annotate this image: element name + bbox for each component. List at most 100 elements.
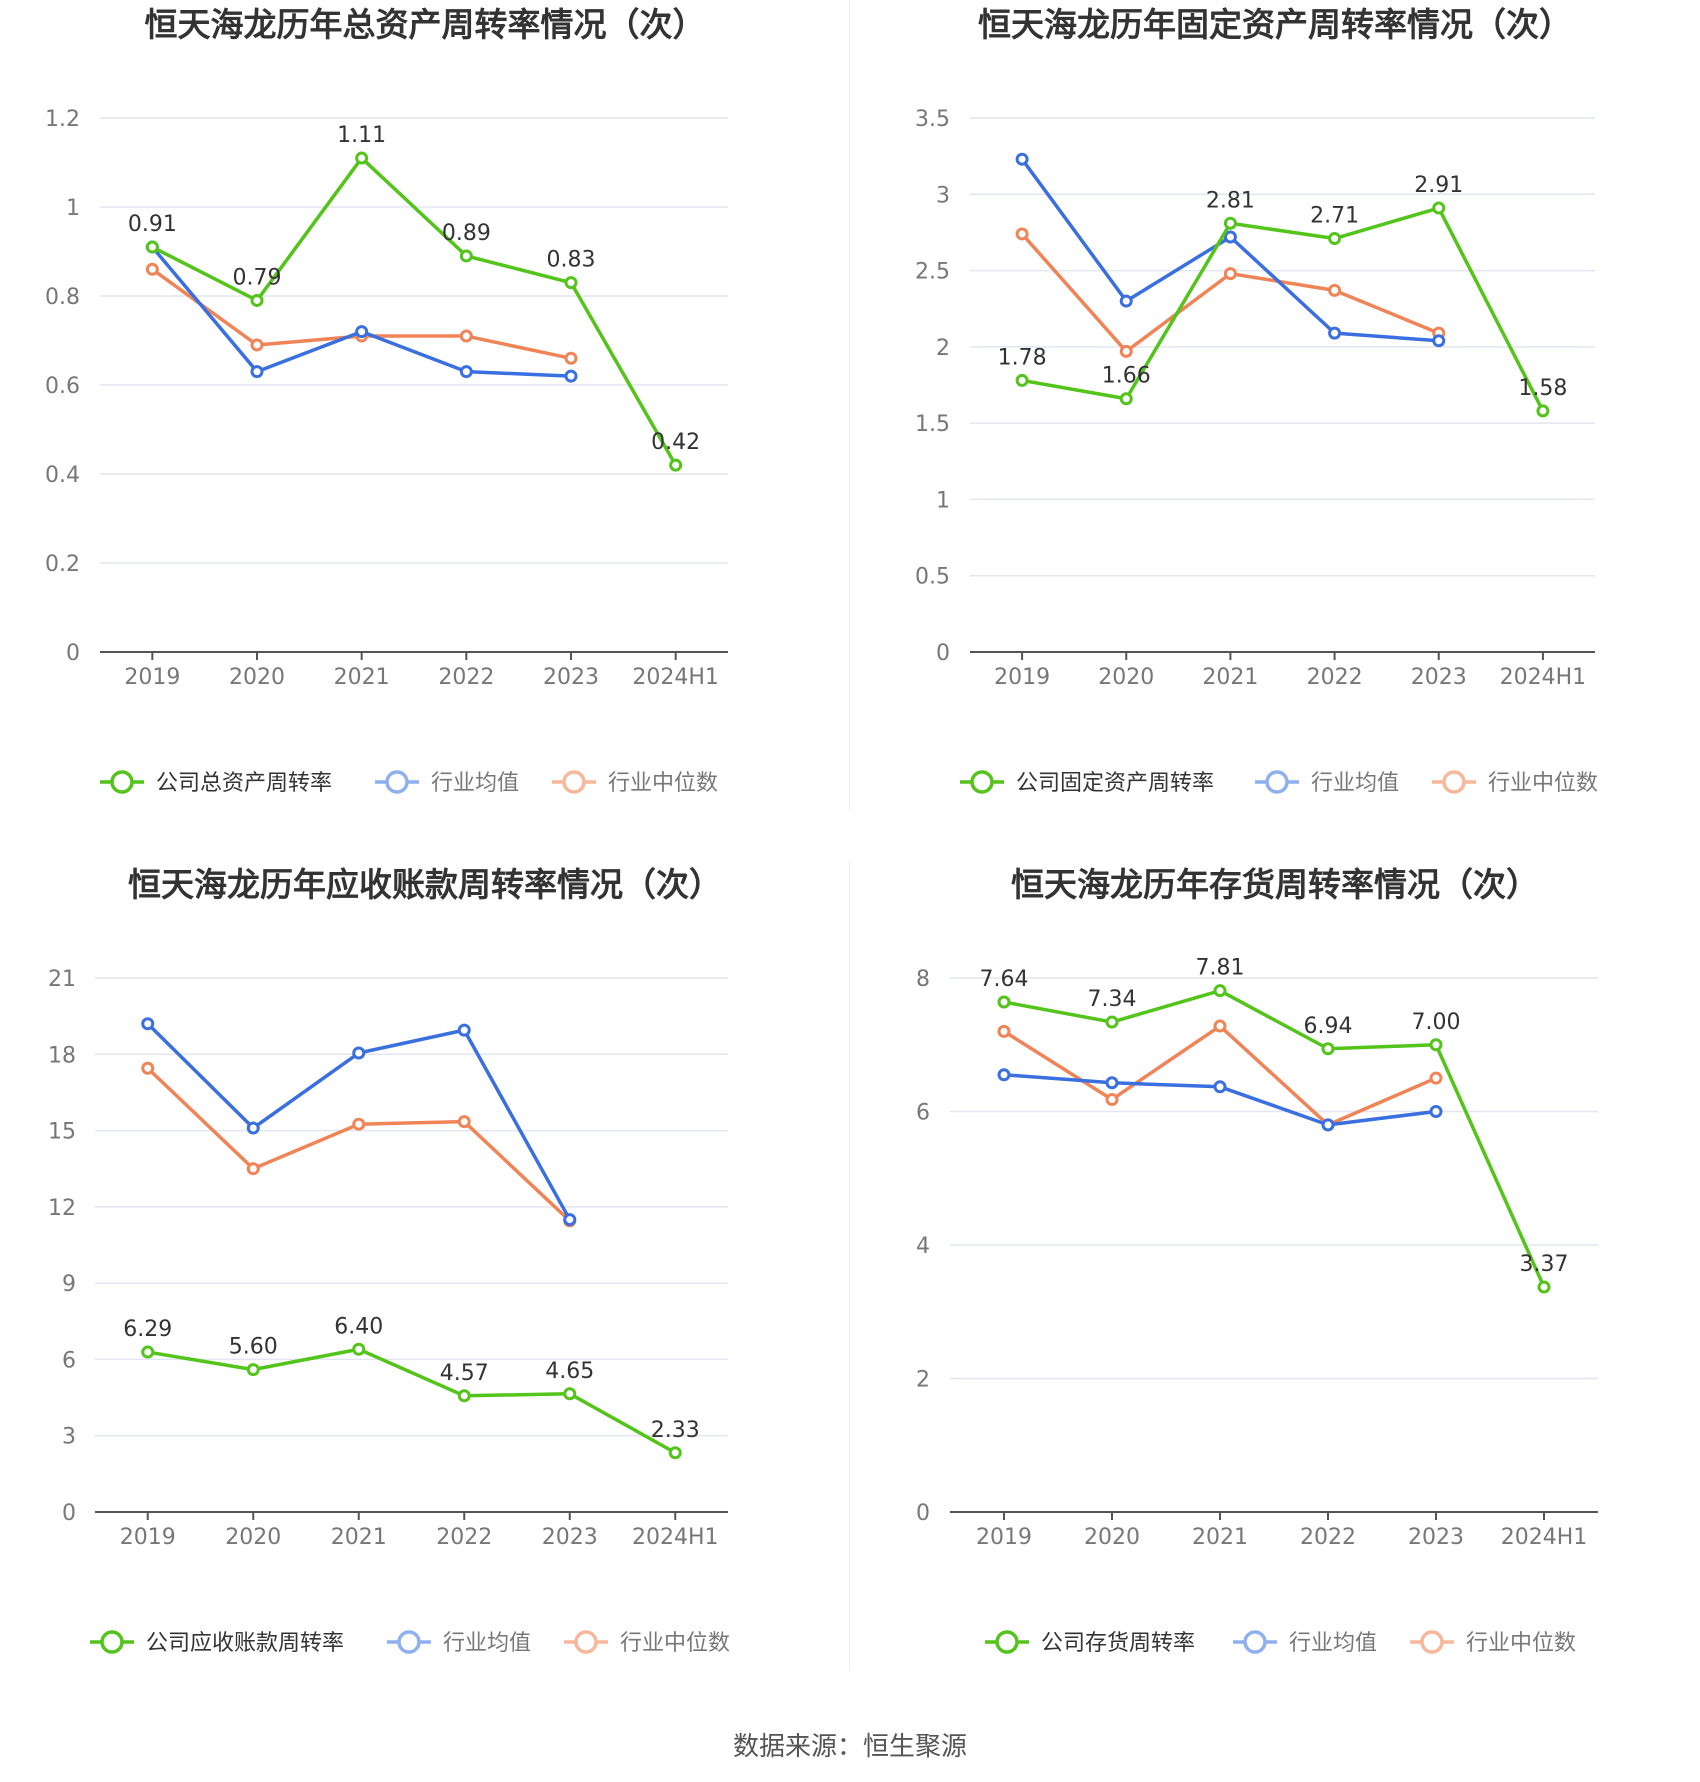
legend-item[interactable]: 行业均值	[375, 770, 519, 796]
data-point[interactable]	[1432, 334, 1446, 348]
data-point[interactable]	[1429, 1105, 1443, 1118]
x-tick-label: 2021	[334, 665, 390, 690]
data-point[interactable]	[1105, 1076, 1119, 1090]
y-tick-label: 2	[916, 1368, 930, 1393]
legend-item[interactable]: 行业均值	[1255, 770, 1399, 796]
legend-item[interactable]: 行业中位数	[564, 1630, 730, 1656]
data-point[interactable]	[352, 1342, 366, 1356]
data-point[interactable]	[1015, 152, 1029, 166]
legend-marker-icon	[385, 770, 409, 794]
data-point[interactable]	[563, 1387, 577, 1401]
legend-item[interactable]: 行业中位数	[1432, 770, 1598, 796]
data-point[interactable]	[1328, 283, 1342, 297]
data-point[interactable]	[145, 262, 159, 276]
data-point[interactable]	[355, 325, 369, 339]
legend-item[interactable]: 行业均值	[1233, 1630, 1377, 1656]
data-point[interactable]	[457, 1389, 471, 1403]
data-point[interactable]	[997, 1068, 1011, 1082]
legend-label: 公司应收账款周转率	[146, 1631, 344, 1656]
y-tick-label: 0	[916, 1501, 930, 1526]
data-point[interactable]	[246, 1121, 260, 1135]
data-point[interactable]	[459, 365, 473, 379]
data-point[interactable]	[1223, 267, 1237, 281]
data-point[interactable]	[997, 1024, 1011, 1038]
data-point[interactable]	[564, 351, 578, 365]
data-point[interactable]	[1328, 326, 1342, 340]
legend-item[interactable]: 公司存货周转率	[985, 1630, 1195, 1656]
chart-svg: 恒天海龙历年总资产周转率情况（次） 0 0.2 0.4 0.6 0.8 1 1.2 2019 20…	[45, 5, 728, 796]
data-point[interactable]	[1429, 1038, 1443, 1052]
data-point[interactable]	[1015, 373, 1029, 387]
data-point[interactable]	[564, 369, 578, 383]
data-point[interactable]	[1328, 232, 1342, 246]
y-tick-label: 2	[936, 336, 950, 361]
x-tick-label: 2021	[1192, 1525, 1248, 1550]
data-point[interactable]	[1321, 1118, 1335, 1132]
x-tick-label: 2024H1	[1500, 665, 1587, 690]
data-point[interactable]	[141, 1017, 155, 1031]
data-point[interactable]	[352, 1117, 366, 1131]
legend-marker-icon	[574, 1630, 598, 1654]
y-tick-label: 0.2	[45, 552, 80, 577]
y-tick-label: 18	[48, 1043, 76, 1068]
data-point[interactable]	[1432, 201, 1446, 215]
y-tick-label: 0	[62, 1501, 76, 1526]
data-point[interactable]	[563, 1213, 577, 1227]
series-line	[1020, 232, 1440, 354]
x-tick-label: 2021	[1202, 665, 1258, 690]
data-point[interactable]	[1105, 1015, 1119, 1029]
data-point[interactable]	[997, 995, 1011, 1009]
legend-item[interactable]: 公司固定资产周转率	[960, 770, 1214, 796]
data-point[interactable]	[246, 1363, 260, 1377]
data-point[interactable]	[1119, 344, 1133, 358]
data-point[interactable]	[1105, 1092, 1119, 1106]
data-point[interactable]	[1119, 294, 1133, 308]
data-point[interactable]	[457, 1115, 471, 1129]
data-point[interactable]	[457, 1023, 471, 1037]
data-point[interactable]	[352, 1046, 366, 1060]
legend-marker-icon	[110, 770, 134, 794]
data-point[interactable]	[1213, 984, 1227, 998]
chart-title: 恒天海龙历年存货周转率情况（次）	[1011, 865, 1539, 904]
x-tick-label: 2023	[542, 1525, 598, 1550]
data-point[interactable]	[1429, 1071, 1443, 1085]
data-point[interactable]	[668, 1446, 682, 1460]
data-point[interactable]	[459, 329, 473, 343]
data-point[interactable]	[1223, 230, 1237, 244]
data-point[interactable]	[1213, 1080, 1227, 1094]
data-point[interactable]	[1213, 1019, 1227, 1033]
data-point[interactable]	[669, 458, 683, 472]
data-label: 0.89	[442, 221, 491, 246]
legend-item[interactable]: 行业中位数	[552, 770, 718, 796]
legend-item[interactable]: 公司应收账款周转率	[90, 1630, 344, 1656]
data-point[interactable]	[564, 276, 578, 290]
legend-marker-icon	[995, 1630, 1019, 1654]
data-point[interactable]	[141, 1061, 155, 1075]
data-label: 5.60	[229, 1335, 278, 1360]
data-source: 数据来源：恒生聚源	[732, 1732, 967, 1762]
data-label: 0.91	[128, 212, 177, 237]
data-point[interactable]	[1536, 404, 1550, 418]
data-label: 6.29	[123, 1317, 172, 1342]
data-point[interactable]	[459, 249, 473, 263]
legend-item[interactable]: 公司总资产周转率	[100, 770, 332, 796]
data-point[interactable]	[145, 240, 159, 254]
data-point[interactable]	[1537, 1280, 1551, 1294]
data-point[interactable]	[250, 293, 264, 307]
data-point[interactable]	[1015, 227, 1029, 241]
data-point[interactable]	[1223, 216, 1237, 230]
data-point[interactable]	[355, 151, 369, 165]
legend-item[interactable]: 行业均值	[387, 1630, 531, 1656]
legend-label: 公司总资产周转率	[156, 771, 332, 796]
data-point[interactable]	[246, 1162, 260, 1176]
data-point[interactable]	[1321, 1042, 1335, 1056]
series-line	[151, 156, 678, 466]
data-point[interactable]	[141, 1345, 155, 1359]
data-point[interactable]	[1119, 392, 1133, 406]
x-tick-label: 2023	[1408, 1525, 1464, 1550]
series-line	[1021, 206, 1545, 412]
legend-item[interactable]: 行业中位数	[1410, 1630, 1576, 1656]
data-point[interactable]	[250, 338, 264, 352]
data-point[interactable]	[250, 365, 264, 379]
y-tick-label: 0.6	[45, 374, 80, 399]
